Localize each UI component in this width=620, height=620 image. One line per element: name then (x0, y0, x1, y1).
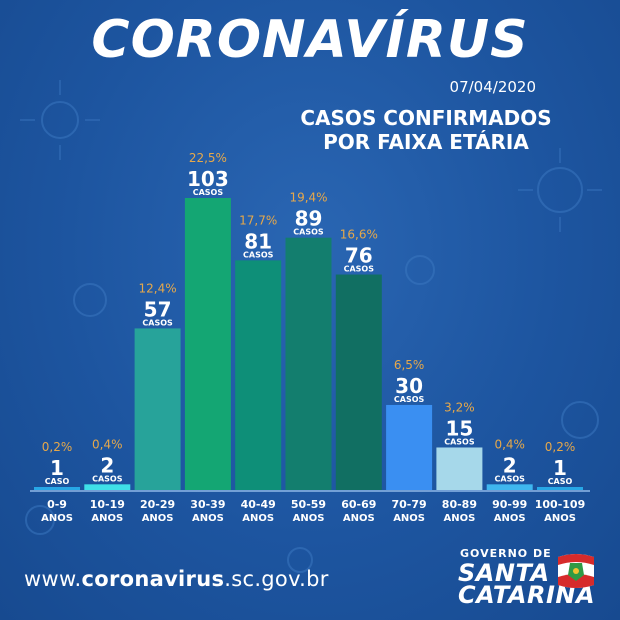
url-prefix: www. (24, 567, 82, 591)
percent-label-1: 0,4% (92, 437, 123, 451)
percent-label-4: 17,7% (239, 213, 277, 227)
bar-4 (235, 260, 282, 490)
category-label-0: 0-9 (47, 498, 67, 511)
unit-label-3: CASOS (193, 188, 224, 197)
category-label-8: 80-89 (442, 498, 477, 511)
percent-label-6: 16,6% (340, 228, 378, 242)
state-flag-icon (558, 554, 594, 588)
bar-8 (436, 447, 483, 490)
category-label-1: 10-19 (90, 498, 125, 511)
category-sublabel-1: ANOS (91, 513, 123, 524)
category-sublabel-4: ANOS (242, 513, 274, 524)
unit-label-6: CASOS (344, 265, 375, 274)
unit-label-7: CASOS (394, 395, 425, 404)
unit-label-2: CASOS (142, 318, 173, 327)
bar-10 (537, 487, 583, 490)
governo-santa-catarina-logo: GOVERNO DE SANTA CATARINA (456, 547, 606, 609)
unit-label-4: CASOS (243, 250, 274, 259)
value-label-7: 30 (395, 374, 423, 398)
chart-subtitle: CASOS CONFIRMADOS POR FAIXA ETÁRIA (276, 106, 576, 154)
report-date: 07/04/2020 (449, 78, 536, 96)
value-label-10: 1 (553, 456, 567, 480)
unit-label-5: CASOS (293, 228, 324, 237)
value-label-2: 57 (144, 297, 172, 321)
percent-label-5: 19,4% (289, 191, 327, 205)
category-label-6: 60-69 (341, 498, 376, 511)
logo-line-1: GOVERNO DE (460, 547, 552, 560)
category-label-4: 40-49 (241, 498, 276, 511)
value-label-8: 15 (445, 416, 473, 440)
url-suffix: .sc.gov.br (224, 567, 329, 591)
category-sublabel-6: ANOS (343, 513, 375, 524)
bar-1 (84, 484, 131, 490)
unit-label-8: CASOS (444, 437, 475, 446)
category-label-5: 50-59 (291, 498, 326, 511)
category-label-2: 20-29 (140, 498, 175, 511)
bar-0 (34, 487, 80, 490)
subtitle-line-2: POR FAIXA ETÁRIA (323, 130, 529, 154)
category-label-10: 100-109 (535, 498, 586, 511)
category-sublabel-9: ANOS (494, 513, 526, 524)
bar-9 (486, 484, 533, 490)
website-url[interactable]: www.coronavirus.sc.gov.br (24, 567, 329, 591)
category-sublabel-5: ANOS (293, 513, 325, 524)
category-sublabel-2: ANOS (142, 513, 174, 524)
percent-label-2: 12,4% (139, 281, 177, 295)
page-title: CORONAVÍRUS (91, 10, 529, 70)
url-domain-bold: coronavirus (81, 567, 225, 591)
category-sublabel-3: ANOS (192, 513, 224, 524)
logo-line-2: SANTA (458, 559, 550, 587)
value-label-6: 76 (345, 244, 373, 268)
bar-5 (285, 237, 332, 490)
category-label-7: 70-79 (392, 498, 427, 511)
bar-7 (386, 404, 433, 490)
category-label-9: 90-99 (492, 498, 527, 511)
percent-label-0: 0,2% (42, 440, 73, 454)
value-label-5: 89 (295, 207, 323, 231)
bar-2 (134, 328, 181, 490)
value-label-4: 81 (244, 229, 272, 253)
unit-label-9: CASOS (495, 474, 526, 483)
bar-3 (184, 198, 231, 490)
percent-label-8: 3,2% (444, 400, 475, 414)
unit-label-10: CASO (548, 477, 573, 486)
unit-label-0: CASO (45, 477, 70, 486)
value-label-9: 2 (503, 453, 517, 477)
percent-label-10: 0,2% (545, 440, 576, 454)
percent-label-9: 0,4% (494, 437, 525, 451)
value-label-0: 1 (50, 456, 64, 480)
percent-label-7: 6,5% (394, 358, 425, 372)
percent-label-3: 22,5% (189, 151, 227, 165)
category-sublabel-10: ANOS (544, 513, 576, 524)
category-sublabel-7: ANOS (393, 513, 425, 524)
subtitle-line-1: CASOS CONFIRMADOS (300, 106, 552, 130)
category-sublabel-8: ANOS (443, 513, 475, 524)
unit-label-1: CASOS (92, 474, 123, 483)
category-label-3: 30-39 (190, 498, 225, 511)
value-label-3: 103 (187, 167, 229, 191)
value-label-1: 2 (100, 453, 114, 477)
bar-6 (335, 274, 382, 490)
category-sublabel-0: ANOS (41, 513, 73, 524)
